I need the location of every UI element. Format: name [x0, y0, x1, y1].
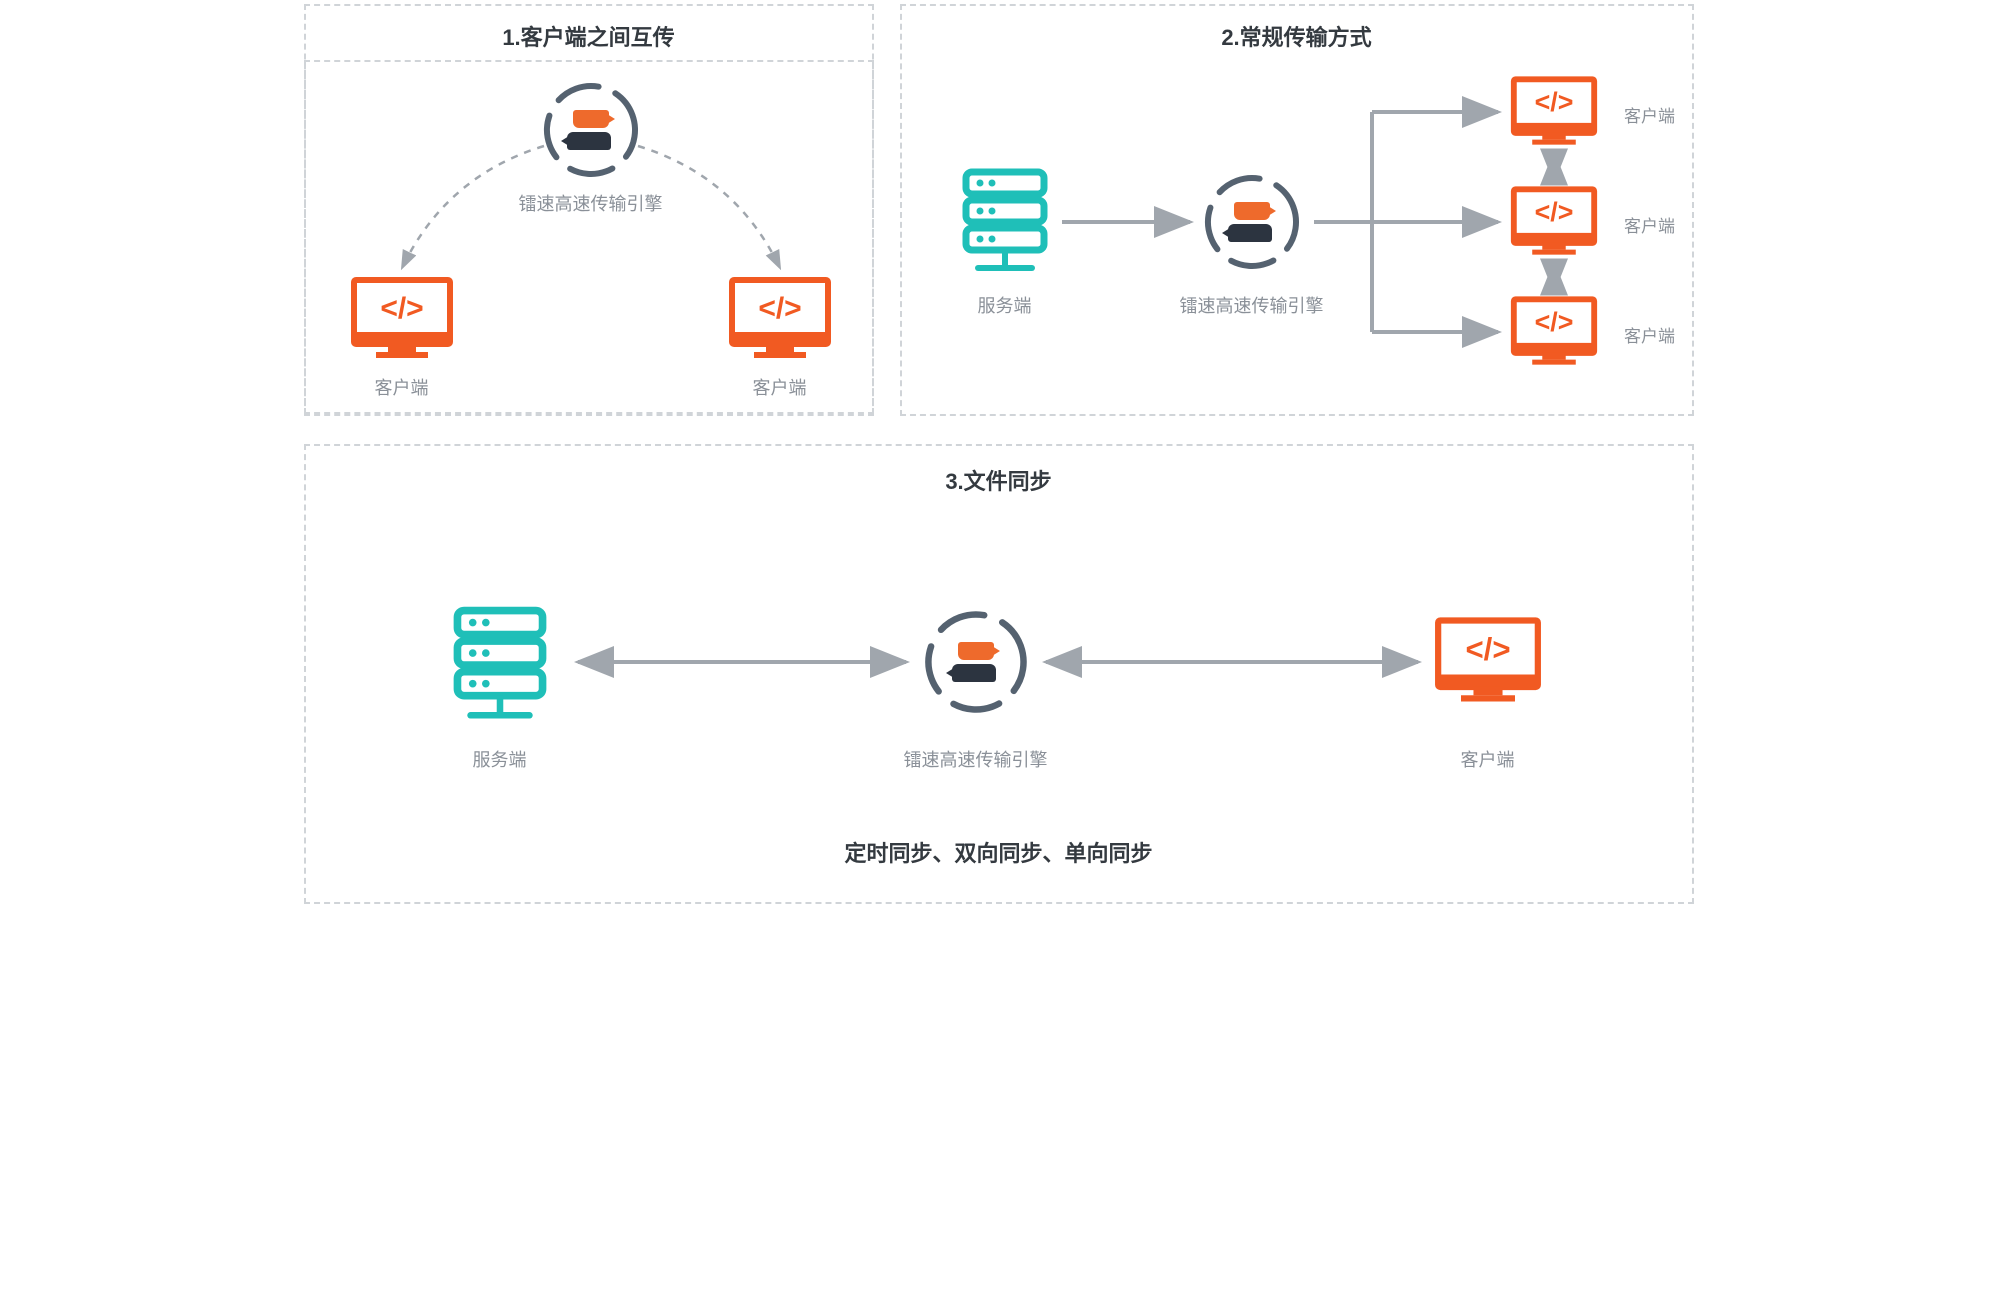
svg-text:</>: </> — [758, 292, 801, 325]
panel1-client-right-label: 客户端 — [753, 374, 807, 400]
panel-sync: 3.文件同步 服务端 镭速高速传输引擎 </> 客户端 — [304, 444, 1694, 904]
client-icon: </> — [728, 276, 832, 362]
panel-regular: 2.常规传输方式 服务端 — [900, 4, 1694, 416]
panel-p2p: 1.客户端之间互传 镭速高速传输引擎 </> 客户端 — [304, 4, 874, 416]
panel2-arrows — [902, 6, 1696, 418]
panel3-sync-text: 定时同步、双向同步、单向同步 — [306, 836, 1692, 868]
panel1-client-left-label: 客户端 — [375, 374, 429, 400]
svg-text:</>: </> — [380, 292, 423, 325]
client-icon: </> — [350, 276, 454, 362]
diagram-canvas: 1.客户端之间互传 镭速高速传输引擎 </> 客户端 — [300, 0, 1700, 910]
